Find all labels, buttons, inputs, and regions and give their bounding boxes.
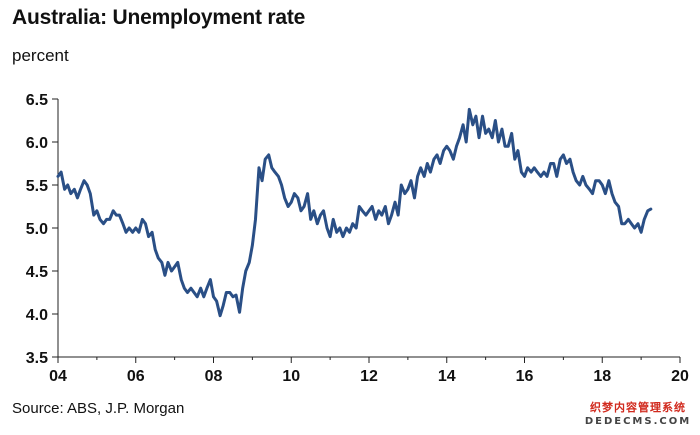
y-tick-label: 4.0 [26,307,48,324]
unit-label: percent [12,46,69,65]
watermark-line-2: DEDECMS.COM [584,416,692,427]
x-tick-label: 20 [671,368,689,385]
x-tick-label: 08 [205,368,223,385]
y-tick-label: 4.5 [26,264,48,281]
unemployment-rate-line [56,107,653,318]
y-tick-label: 5.0 [26,221,48,238]
x-tick-label: 12 [360,368,378,385]
y-tick-label: 5.5 [26,178,48,195]
y-tick-label: 6.0 [26,135,48,152]
x-tick-label: 16 [516,368,534,385]
y-tick-label: 6.5 [26,92,48,109]
x-tick-label: 10 [282,368,300,385]
source-note: Source: ABS, J.P. Morgan [12,400,185,417]
chart-title: Australia: Unemployment rate [12,6,306,29]
watermark-logo: 织梦内容管理系统 DEDECMS.COM [582,401,694,431]
x-tick-label: 06 [127,368,145,385]
x-tick-label: 18 [593,368,611,385]
x-tick-label: 04 [49,368,67,385]
y-tick-label: 3.5 [26,350,48,367]
x-tick-label: 14 [438,368,456,385]
watermark-line-1: 织梦内容管理系统 [590,402,686,414]
